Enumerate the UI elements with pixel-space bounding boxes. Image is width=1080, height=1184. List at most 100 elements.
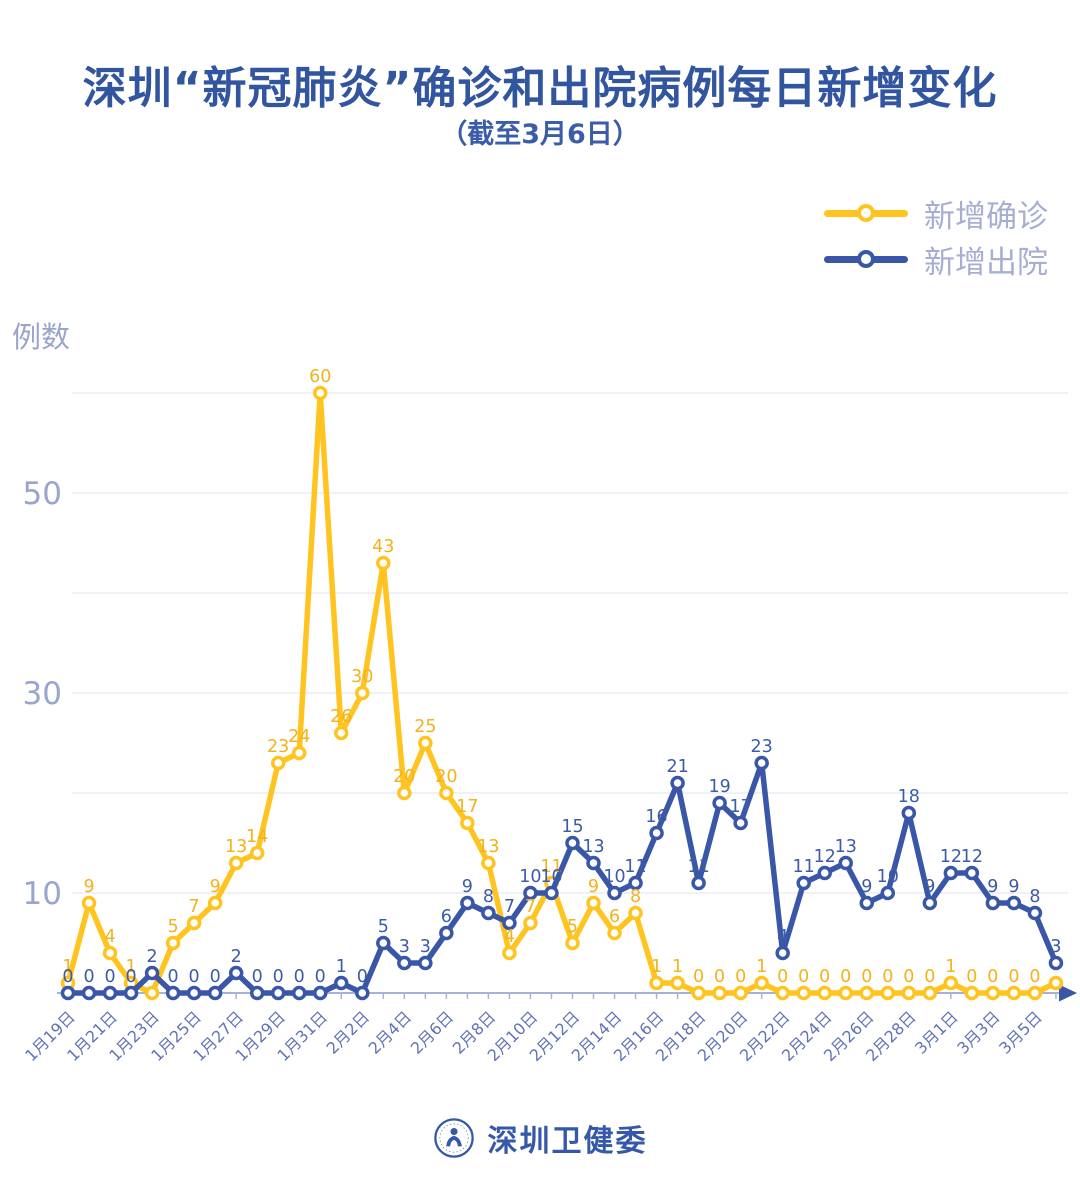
discharged-value-label: 0 bbox=[315, 967, 326, 987]
confirmed-value-label: 24 bbox=[288, 727, 310, 747]
discharged-value-label: 10 bbox=[519, 867, 541, 887]
discharged-value-label: 0 bbox=[210, 967, 221, 987]
confirmed-marker bbox=[964, 985, 980, 1001]
confirmed-marker bbox=[207, 895, 223, 911]
confirmed-value-label: 0 bbox=[987, 967, 998, 987]
confirmed-marker bbox=[397, 785, 412, 801]
confirmed-value-label: 9 bbox=[210, 877, 221, 897]
discharged-marker bbox=[880, 885, 896, 901]
shenzhen-health-commission-logo-icon bbox=[433, 1118, 474, 1158]
confirmed-marker bbox=[859, 985, 875, 1001]
discharged-value-label: 0 bbox=[168, 967, 179, 987]
x-tick-label: 3月1日 bbox=[911, 1007, 961, 1057]
discharged-value-label: 2 bbox=[147, 947, 158, 967]
discharged-marker bbox=[754, 755, 769, 771]
discharged-marker bbox=[859, 895, 875, 911]
confirmed-marker bbox=[439, 785, 454, 801]
discharged-value-label: 0 bbox=[252, 967, 263, 987]
confirmed-marker bbox=[943, 975, 959, 991]
confirmed-marker bbox=[186, 915, 202, 931]
discharged-marker bbox=[733, 815, 748, 831]
discharged-marker bbox=[628, 875, 643, 891]
confirmed-value-label: 0 bbox=[798, 967, 809, 987]
discharged-value-label: 19 bbox=[708, 777, 730, 797]
discharged-value-label: 13 bbox=[835, 837, 857, 857]
footer-org-name: 深圳卫健委 bbox=[487, 1124, 648, 1159]
discharged-marker bbox=[228, 965, 244, 981]
confirmed-value-label: 0 bbox=[903, 967, 914, 987]
discharged-marker bbox=[712, 795, 727, 811]
discharged-marker bbox=[817, 865, 832, 881]
discharged-value-label: 3 bbox=[420, 937, 431, 957]
confirmed-marker bbox=[291, 745, 307, 761]
discharged-marker bbox=[439, 925, 454, 941]
discharged-marker bbox=[376, 935, 391, 951]
confirmed-marker bbox=[355, 685, 370, 701]
discharged-value-label: 0 bbox=[104, 967, 115, 987]
discharged-marker bbox=[502, 915, 517, 931]
discharged-marker bbox=[1006, 895, 1022, 911]
confirmed-value-label: 1 bbox=[672, 957, 683, 977]
y-axis-title: 例数 bbox=[12, 320, 71, 354]
confirmed-marker bbox=[985, 985, 1001, 1001]
discharged-marker bbox=[964, 865, 980, 881]
confirmed-value-label: 9 bbox=[588, 877, 599, 897]
x-axis-arrow-icon bbox=[1059, 984, 1077, 1002]
discharged-marker bbox=[81, 985, 97, 1001]
confirmed-value-label: 7 bbox=[525, 897, 536, 917]
discharged-value-label: 9 bbox=[861, 877, 872, 897]
discharged-value-label: 10 bbox=[877, 867, 899, 887]
confirmed-value-label: 4 bbox=[104, 927, 115, 947]
discharged-value-label: 0 bbox=[62, 967, 73, 987]
discharged-marker bbox=[144, 965, 160, 981]
discharged-value-label: 21 bbox=[666, 757, 688, 777]
discharged-value-label: 9 bbox=[924, 877, 935, 897]
discharged-value-label: 9 bbox=[462, 877, 473, 897]
discharged-value-label: 0 bbox=[125, 967, 136, 987]
discharged-value-label: 9 bbox=[1008, 877, 1019, 897]
confirmed-value-label: 9 bbox=[83, 877, 94, 897]
confirmed-marker bbox=[165, 935, 181, 951]
confirmed-value-label: 13 bbox=[225, 837, 247, 857]
confirmed-marker bbox=[565, 935, 580, 951]
discharged-marker bbox=[922, 895, 938, 911]
discharged-value-label: 7 bbox=[504, 897, 515, 917]
confirmed-marker bbox=[817, 985, 832, 1001]
legend-marker-confirmed-icon bbox=[857, 204, 875, 222]
confirmed-marker bbox=[922, 985, 938, 1001]
discharged-marker bbox=[544, 885, 559, 901]
legend-line-discharged-icon bbox=[824, 250, 908, 268]
legend-item-discharged: 新增出院 bbox=[824, 240, 1048, 281]
discharged-marker bbox=[207, 985, 223, 1001]
confirmed-value-label: 11 bbox=[540, 857, 562, 877]
confirmed-value-label: 5 bbox=[567, 917, 578, 937]
confirmed-marker bbox=[481, 855, 496, 871]
confirmed-marker bbox=[901, 985, 917, 1001]
discharged-value-label: 11 bbox=[687, 857, 709, 877]
confirmed-value-label: 30 bbox=[351, 667, 373, 687]
confirmed-value-label: 1 bbox=[62, 957, 73, 977]
confirmed-marker bbox=[270, 755, 286, 771]
discharged-marker bbox=[397, 955, 412, 971]
confirmed-marker bbox=[376, 555, 391, 571]
confirmed-value-label: 13 bbox=[477, 837, 499, 857]
discharged-value-label: 3 bbox=[1050, 937, 1061, 957]
legend: 新增确诊 新增出院 bbox=[824, 194, 1048, 281]
confirmed-marker bbox=[880, 985, 896, 1001]
confirmed-value-label: 7 bbox=[189, 897, 200, 917]
discharged-marker bbox=[1027, 905, 1043, 921]
discharged-marker bbox=[943, 865, 959, 881]
discharged-value-label: 11 bbox=[793, 857, 815, 877]
chart-title: 深圳“新冠肺炎”确诊和出院病例每日新增变化 bbox=[82, 63, 998, 114]
legend-label-confirmed: 新增确诊 bbox=[924, 198, 1048, 235]
discharged-value-label: 10 bbox=[540, 867, 562, 887]
y-tick-label: 30 bbox=[23, 676, 62, 712]
x-tick-label: 3月3日 bbox=[953, 1007, 1003, 1057]
confirmed-value-label: 0 bbox=[1029, 967, 1040, 987]
confirmed-value-label: 1 bbox=[945, 957, 956, 977]
confirmed-marker bbox=[144, 985, 160, 1001]
confirmed-value-label: 0 bbox=[714, 967, 725, 987]
confirmed-marker bbox=[586, 895, 601, 911]
confirmed-value-label: 60 bbox=[309, 367, 331, 387]
